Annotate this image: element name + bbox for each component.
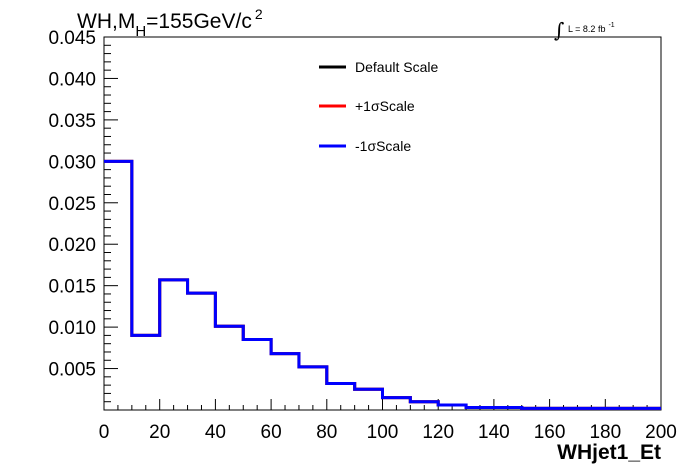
x-tick-label: 160 bbox=[534, 422, 566, 443]
x-tick-label: 80 bbox=[316, 422, 337, 443]
lumi-superscript: -1 bbox=[608, 22, 614, 29]
y-tick-label: 0.005 bbox=[48, 360, 96, 381]
legend: Default Scale +1σScale -1σScale bbox=[319, 59, 438, 154]
x-tick-label: 0 bbox=[99, 422, 110, 443]
x-tick-label: 180 bbox=[589, 422, 621, 443]
y-tick-label: 0.040 bbox=[48, 69, 96, 90]
x-tick-label: 20 bbox=[149, 422, 170, 443]
x-tick-label: 40 bbox=[205, 422, 226, 443]
x-tick-label: 140 bbox=[478, 422, 510, 443]
y-tick-label: 0.010 bbox=[48, 318, 96, 339]
legend-label: +1σScale bbox=[355, 98, 415, 114]
title-subscript: H bbox=[135, 23, 146, 40]
y-tick-label: 0.020 bbox=[48, 235, 96, 256]
series-line-3 bbox=[104, 159, 661, 410]
x-tick-label: 200 bbox=[645, 422, 677, 443]
axis-tick-labels: 0 20 40 60 80 100 120 140 160 180 200 0.005 0.010 0.0… bbox=[48, 28, 676, 443]
title-main: WH,M bbox=[77, 10, 135, 33]
title-rest: =155GeV/c bbox=[146, 10, 252, 33]
y-tick-label: 0.035 bbox=[48, 111, 96, 132]
x-tick-label: 100 bbox=[367, 422, 399, 443]
y-tick-label: 0.045 bbox=[48, 28, 96, 49]
lumi-label: L = 8.2 fb -1 bbox=[568, 22, 615, 34]
lumi-integral-sign: ∫ bbox=[554, 18, 564, 42]
axis-ticks bbox=[103, 36, 662, 411]
x-axis-label: WHjet1_Et bbox=[557, 441, 661, 464]
legend-label: Default Scale bbox=[355, 59, 438, 75]
lumi-text: L = 8.2 fb bbox=[568, 24, 605, 34]
legend-label: -1σScale bbox=[355, 138, 411, 154]
y-tick-label: 0.025 bbox=[48, 194, 96, 215]
y-tick-label: 0.030 bbox=[48, 152, 96, 173]
plot-frame bbox=[103, 36, 662, 411]
title-superscript: 2 bbox=[255, 6, 263, 22]
y-tick-label: 0.015 bbox=[48, 277, 96, 298]
chart-title: WH,MH=155GeV/c 2 bbox=[77, 6, 263, 40]
x-tick-label: 60 bbox=[261, 422, 282, 443]
histogram-series bbox=[104, 159, 661, 410]
x-tick-label: 120 bbox=[422, 422, 454, 443]
